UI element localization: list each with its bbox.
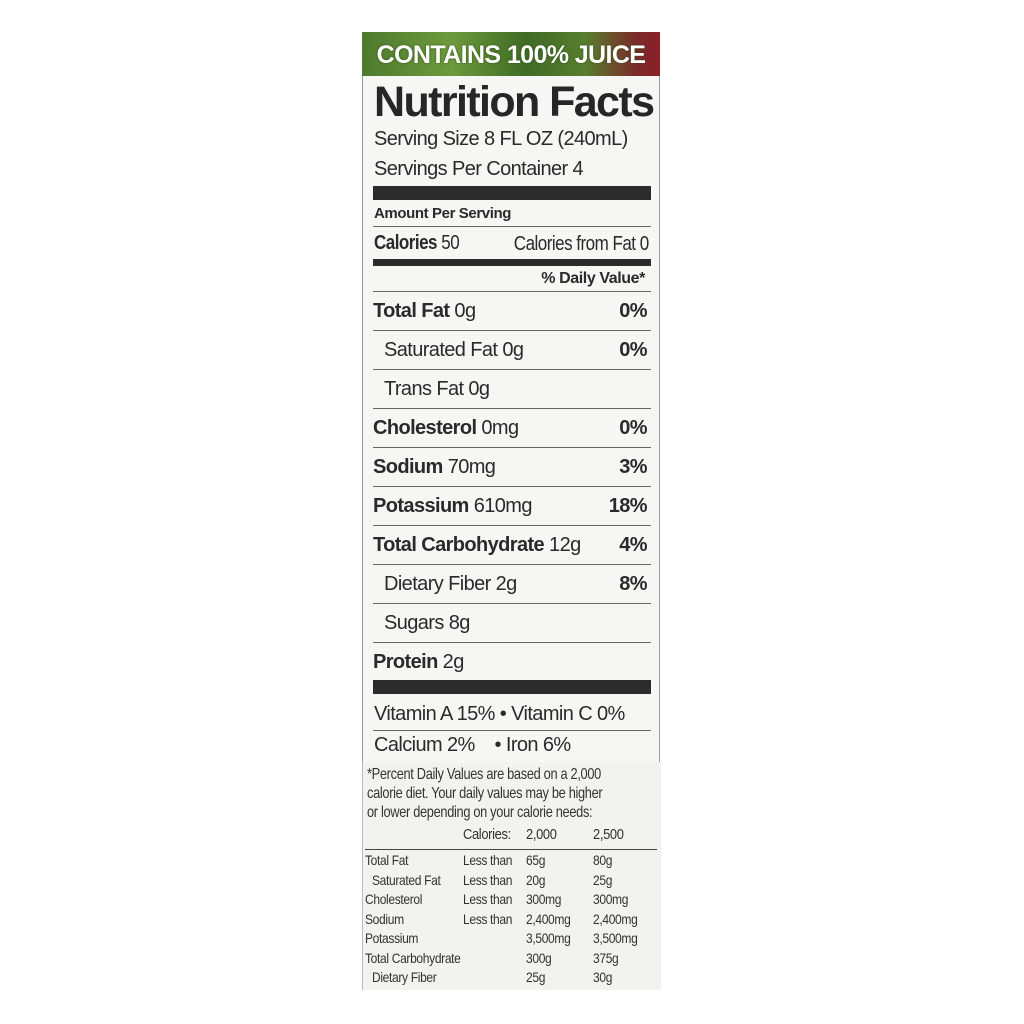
calories-value: 50 [441, 232, 460, 254]
divider [365, 849, 657, 850]
nutrient-amount: 0g [468, 378, 490, 400]
nutrient-name: Dietary Fiber [384, 573, 491, 595]
medium-divider [373, 259, 651, 266]
calories-from-fat: Calories from Fat 0 [514, 233, 649, 255]
footer-cell: 300g [526, 949, 552, 966]
nutrient-daily-value: 0% [619, 417, 647, 439]
footer-header-cell: Calories: [463, 826, 511, 843]
amount-per-serving: Amount Per Serving [374, 205, 511, 222]
divider [373, 447, 651, 448]
nutrient-amount: 2g [442, 651, 465, 673]
footer-cell: 25g [593, 871, 613, 888]
nutrient-daily-value: 0% [619, 339, 647, 361]
nutrient-amount: 8g [448, 612, 471, 634]
nutrient-row: Total Carbohydrate 12g 4% [373, 526, 651, 564]
serving-size: Serving Size 8 FL OZ (240mL) [374, 128, 628, 150]
divider [373, 291, 651, 292]
daily-value-header: % Daily Value* [541, 270, 645, 287]
footer-cell: Less than [463, 852, 513, 868]
nutrient-amount: 610mg [473, 495, 533, 517]
nutrient-row: Saturated Fat 0g 0% [373, 331, 651, 369]
divider [373, 642, 651, 643]
nutrient-daily-value: 18% [608, 495, 648, 517]
footer-cell: Potassium [365, 930, 419, 946]
footer-cell: 80g [593, 852, 613, 868]
nutrient-name: Cholesterol [373, 417, 477, 439]
thick-divider [373, 680, 651, 694]
nutrient-amount: 0g [502, 339, 524, 361]
nutrient-name: Potassium [373, 495, 469, 517]
nutrient-name: Saturated Fat [384, 339, 498, 361]
footer-cell: Saturated Fat [372, 871, 441, 888]
footer-cell: 3,500mg [526, 930, 571, 946]
footer-cell: 30g [593, 969, 613, 985]
daily-values-footnote: *Percent Daily Values are based on a 2,0… [362, 762, 661, 990]
nutrient-name: Trans Fat [384, 378, 464, 400]
footer-cell: Dietary Fiber [372, 969, 437, 985]
footer-cell: Less than [463, 871, 513, 888]
servings-per-container: Servings Per Container 4 [374, 158, 584, 180]
footer-cell: 65g [526, 852, 546, 868]
footer-header-cell: 2,500 [593, 826, 624, 843]
footer-cell: Less than [463, 891, 513, 907]
nutrition-facts-panel: Nutrition Facts Serving Size 8 FL OZ (24… [362, 76, 660, 763]
nutrient-daily-value: 3% [619, 456, 647, 478]
footnote-line: or lower depending on your calorie needs… [367, 804, 593, 821]
nutrient-amount: 0g [454, 300, 476, 322]
nutrient-row: Sugars 8g [373, 604, 651, 642]
divider [373, 369, 651, 370]
nutrient-amount: 0mg [481, 417, 519, 439]
footer-cell: Cholesterol [365, 891, 423, 907]
nutrient-amount: 12g [549, 534, 581, 556]
nutrient-amount: 70mg [447, 456, 496, 478]
divider [373, 226, 651, 227]
footer-cell: 3,500mg [593, 930, 638, 946]
footnote-line: calorie diet. Your daily values may be h… [367, 785, 603, 802]
nutrient-row: Total Fat 0g 0% [373, 292, 651, 330]
panel-title: Nutrition Facts [374, 78, 655, 126]
divider [373, 603, 651, 604]
nutrient-daily-value: 0% [619, 300, 647, 322]
nutrient-name: Sodium [373, 456, 443, 478]
footer-cell: 20g [526, 871, 546, 888]
juice-banner: CONTAINS 100% JUICE [362, 32, 660, 76]
vitamins-line-2: Calcium 2% • Iron 6% [374, 734, 571, 756]
footer-cell: Total Fat [365, 852, 409, 868]
nutrient-row: Sodium 70mg 3% [373, 448, 651, 486]
footer-cell: 25g [526, 969, 546, 985]
nutrient-amount: 2g [495, 573, 518, 595]
nutrient-row: Protein 2g [373, 643, 651, 681]
calories-label: Calories [374, 232, 438, 254]
footer-cell: Total Carbohydrate [365, 949, 461, 966]
nutrient-name: Total Carbohydrate [373, 534, 545, 556]
divider [373, 564, 651, 565]
nutrient-row: Trans Fat 0g [373, 370, 651, 408]
divider [373, 525, 651, 526]
footer-cell: 300mg [593, 891, 629, 907]
nutrient-row: Dietary Fiber 2g 8% [373, 565, 651, 603]
footer-cell: 300mg [526, 891, 562, 907]
nutrient-name: Protein [373, 651, 438, 673]
banner-text: CONTAINS 100% JUICE [376, 41, 646, 69]
thick-divider [373, 186, 651, 200]
footer-cell: 2,400mg [526, 910, 571, 927]
nutrient-name: Total Fat [373, 300, 450, 322]
footer-cell: Sodium [365, 910, 404, 927]
divider [373, 486, 651, 487]
footer-cell: 2,400mg [593, 910, 638, 927]
divider [373, 730, 651, 731]
vitamins-line-1: Vitamin A 15% • Vitamin C 0% [374, 703, 625, 725]
nutrient-name: Sugars [384, 612, 444, 634]
divider [373, 330, 651, 331]
footer-cell: Less than [463, 910, 513, 927]
nutrient-daily-value: 4% [619, 534, 647, 556]
nutrient-row: Potassium 610mg 18% [373, 487, 651, 525]
divider [373, 408, 651, 409]
nutrient-daily-value: 8% [619, 573, 647, 595]
footer-cell: 375g [593, 949, 619, 966]
footer-header-cell: 2,000 [526, 826, 557, 843]
footnote-line: *Percent Daily Values are based on a 2,0… [367, 766, 601, 783]
nutrient-row: Cholesterol 0mg 0% [373, 409, 651, 447]
